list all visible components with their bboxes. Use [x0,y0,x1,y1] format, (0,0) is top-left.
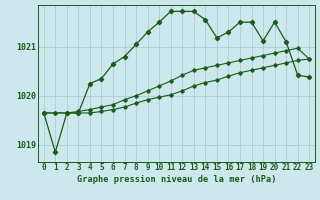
X-axis label: Graphe pression niveau de la mer (hPa): Graphe pression niveau de la mer (hPa) [77,175,276,184]
